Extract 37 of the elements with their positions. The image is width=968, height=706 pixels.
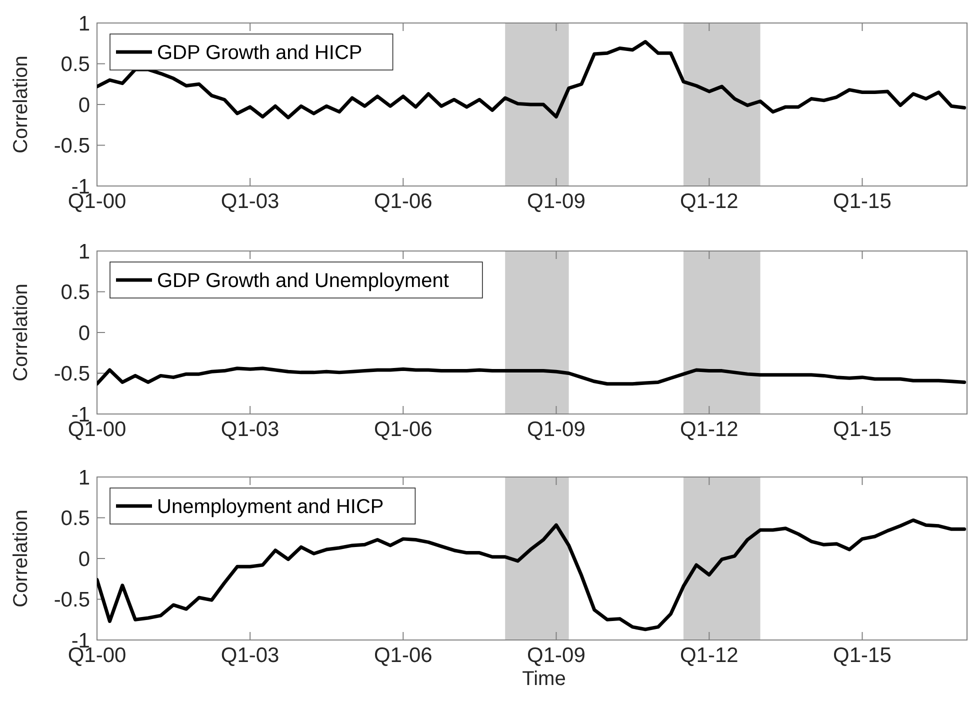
y-axis-title: Correlation: [10, 510, 32, 608]
y-tick-label: 0: [78, 94, 90, 117]
x-tick-label: Q1-15: [833, 644, 892, 667]
line-series: [97, 40, 966, 120]
y-tick-label: 0: [78, 322, 90, 345]
x-tick-label: Q1-03: [220, 418, 280, 441]
legend-label: GDP Growth and Unemployment: [157, 270, 450, 292]
y-tick-label: 1: [78, 12, 90, 36]
y-tick-label: -0.5: [54, 134, 90, 158]
x-tick-label: Q1-12: [680, 418, 738, 441]
y-tick-label: 0.5: [60, 281, 90, 304]
y-tick-label: 1: [78, 240, 90, 264]
y-tick-label: 0.5: [60, 507, 90, 530]
x-tick-label: Q1-09: [527, 418, 586, 441]
y-tick-label: -0.5: [54, 362, 90, 386]
x-tick-label: Q1-15: [833, 190, 892, 213]
legend-label: GDP Growth and HICP: [157, 42, 362, 64]
y-tick-label: -0.5: [54, 588, 90, 612]
x-tick-label: Q1-03: [220, 190, 280, 213]
legend-label: Unemployment and HICP: [157, 496, 384, 518]
x-tick-label: Q1-09: [527, 190, 586, 213]
y-axis-title: Correlation: [10, 284, 32, 382]
line-series: [97, 518, 966, 632]
y-tick-label: 0.5: [60, 53, 90, 76]
x-tick-label: Q1-12: [680, 190, 738, 213]
x-tick-label: Q1-09: [527, 644, 586, 667]
x-tick-label: Q1-12: [680, 644, 738, 667]
y-axis-title: Correlation: [10, 56, 32, 154]
y-tick-label: 1: [78, 466, 90, 490]
x-tick-label: Q1-06: [374, 644, 432, 667]
x-tick-label: Q1-03: [220, 644, 280, 667]
x-tick-label: Q1-15: [833, 418, 892, 441]
y-tick-label: 0: [78, 548, 90, 571]
x-tick-label: Q1-06: [374, 418, 432, 441]
x-axis-title: Time: [522, 668, 566, 690]
line-series: [97, 366, 966, 386]
x-tick-label: Q1-06: [374, 190, 432, 213]
